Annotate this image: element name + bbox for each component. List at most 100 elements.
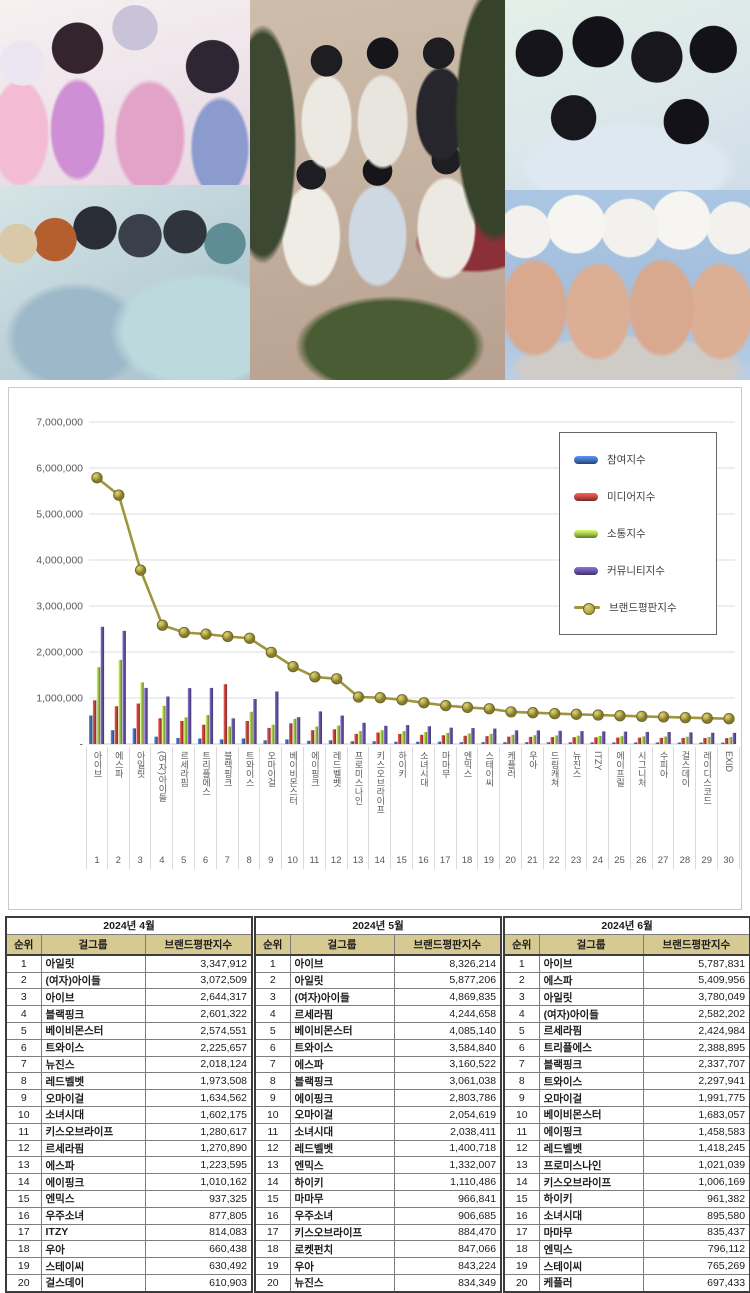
x-label-28: 걸스데이 <box>675 747 697 851</box>
table-month-title: 2024년 5월 <box>254 916 502 935</box>
monthly-ranking-tables: 2024년 4월 순위 걸그룹 브랜드평판지수 1 아일릿 3,347,912 2 (여… <box>0 910 750 1293</box>
table-row: 18 엔믹스 796,112 <box>503 1240 750 1259</box>
rank-cell: 16 <box>5 1206 42 1225</box>
rank-cell: 14 <box>5 1173 42 1191</box>
svg-text:6,000,000: 6,000,000 <box>36 463 83 475</box>
group-cell: 우주소녀 <box>289 1206 395 1225</box>
x-rank-13: 13 <box>348 851 370 869</box>
group-cell: 오마이걸 <box>538 1089 644 1107</box>
x-label-5: 르세라핌 <box>173 747 196 851</box>
value-cell: 2,297,941 <box>642 1072 750 1091</box>
value-cell: 1,458,583 <box>642 1122 750 1141</box>
table-row: 8 레드벨벳 1,973,508 <box>5 1072 253 1091</box>
table-row: 3 (여자)아이들 4,869,835 <box>254 988 502 1007</box>
table-row: 12 르세라핌 1,270,890 <box>5 1139 253 1158</box>
rank-cell: 18 <box>5 1240 42 1259</box>
column-header-index: 브랜드평판지수 <box>393 933 502 956</box>
group-cell: 르세라핌 <box>538 1021 644 1040</box>
column-header-rank: 순위 <box>5 933 42 956</box>
rank-cell: 3 <box>5 988 42 1007</box>
group-cell: 레드벨벳 <box>289 1139 395 1158</box>
rank-cell: 20 <box>503 1273 540 1293</box>
x-rank-28: 28 <box>675 851 697 869</box>
value-cell: 1,683,057 <box>642 1105 750 1124</box>
group-cell: 마마무 <box>538 1223 644 1242</box>
table-row: 16 소녀시대 895,580 <box>503 1206 750 1225</box>
group-cell: 뉴진스 <box>40 1055 146 1074</box>
value-cell: 2,582,202 <box>642 1005 750 1023</box>
group-cell: 블랙핑크 <box>289 1072 395 1091</box>
svg-text:2,000,000: 2,000,000 <box>36 647 83 659</box>
value-cell: 5,787,831 <box>642 954 750 973</box>
group-cell: 소녀시대 <box>40 1105 146 1124</box>
x-rank-9: 9 <box>260 851 283 869</box>
value-cell: 660,438 <box>144 1240 253 1259</box>
table-row: 9 오마이걸 1,991,775 <box>503 1089 750 1107</box>
svg-text:3,000,000: 3,000,000 <box>36 601 83 613</box>
table-row: 10 베이비몬스터 1,683,057 <box>503 1105 750 1124</box>
rank-cell: 20 <box>5 1273 42 1293</box>
group-cell: 아일릿 <box>289 971 395 990</box>
group-cell: 베이비몬스터 <box>538 1105 644 1124</box>
x-label-12: 레드벨벳 <box>326 747 348 851</box>
x-rank-21: 21 <box>522 851 544 869</box>
legend-label: 소통지수 <box>607 528 646 540</box>
value-cell: 5,877,206 <box>393 971 502 990</box>
group-cell: 우아 <box>289 1257 395 1275</box>
rank-cell: 17 <box>254 1223 291 1242</box>
table-row: 11 키스오브라이프 1,280,617 <box>5 1122 253 1141</box>
table-row: 19 스테이씨 765,269 <box>503 1257 750 1275</box>
table-row: 9 에이핑크 2,803,786 <box>254 1089 502 1107</box>
column-header-group: 걸그룹 <box>289 933 395 956</box>
table-row: 5 베이비몬스터 4,085,140 <box>254 1021 502 1040</box>
y-axis-labels: 7,000,000 6,000,000 5,000,000 4,000,000 3,00… <box>36 417 83 751</box>
rank-cell: 16 <box>503 1206 540 1225</box>
group-cell: 스테이씨 <box>538 1257 644 1275</box>
group-cell: 키스오브라이프 <box>289 1223 395 1242</box>
table-row: 14 에이핑크 1,010,162 <box>5 1173 253 1191</box>
legend-swatch-bar <box>574 492 598 501</box>
table-june: 2024년 6월 순위 걸그룹 브랜드평판지수 1 아이브 5,787,831 2 에스… <box>503 916 750 1293</box>
x-label-30: EXID <box>718 747 740 851</box>
value-cell: 877,805 <box>144 1206 253 1225</box>
group-cell: 키스오브라이프 <box>40 1122 146 1141</box>
rank-cell: 9 <box>254 1089 291 1107</box>
group-cell: 걸스데이 <box>40 1273 146 1293</box>
value-cell: 3,584,840 <box>393 1038 502 1057</box>
rank-cell: 19 <box>254 1257 291 1275</box>
value-cell: 835,437 <box>642 1223 750 1242</box>
table-row: 6 트와이스 2,225,657 <box>5 1038 253 1057</box>
value-cell: 847,066 <box>393 1240 502 1259</box>
rank-cell: 9 <box>5 1089 42 1107</box>
group-cell: 베이비몬스터 <box>289 1021 395 1040</box>
svg-text:7,000,000: 7,000,000 <box>36 417 83 429</box>
rank-cell: 17 <box>503 1223 540 1242</box>
rank-cell: 10 <box>503 1105 540 1124</box>
value-cell: 1,010,162 <box>144 1173 253 1191</box>
legend-item-참여지수: 참여지수 <box>574 441 716 478</box>
column-header-rank: 순위 <box>503 933 540 956</box>
rank-cell: 4 <box>254 1005 291 1023</box>
rank-cell: 19 <box>503 1257 540 1275</box>
x-label-23: 뉴진스 <box>566 747 588 851</box>
group-cell: 베이비몬스터 <box>40 1021 146 1040</box>
group-cell: 트와이스 <box>538 1072 644 1091</box>
value-cell: 4,085,140 <box>393 1021 502 1040</box>
table-row: 1 아이브 8,326,214 <box>254 954 502 973</box>
table-month-title: 2024년 4월 <box>5 916 253 935</box>
photo-top-right-girl-group <box>505 0 750 190</box>
value-cell: 966,841 <box>393 1189 502 1208</box>
x-rank-27: 27 <box>653 851 675 869</box>
legend-item-소통지수: 소통지수 <box>574 515 716 552</box>
table-row: 1 아이브 5,787,831 <box>503 954 750 973</box>
bars-소통지수 <box>96 659 733 744</box>
column-header-group: 걸그룹 <box>40 933 146 956</box>
photo-bottom-right-girl-group <box>505 190 750 380</box>
rank-cell: 15 <box>254 1189 291 1208</box>
table-row: 8 트와이스 2,297,941 <box>503 1072 750 1091</box>
group-cell: 르세라핌 <box>289 1005 395 1023</box>
group-cell: 레드벨벳 <box>538 1139 644 1158</box>
rank-cell: 15 <box>5 1189 42 1208</box>
value-cell: 4,869,835 <box>393 988 502 1007</box>
group-cell: 르세라핌 <box>40 1139 146 1158</box>
